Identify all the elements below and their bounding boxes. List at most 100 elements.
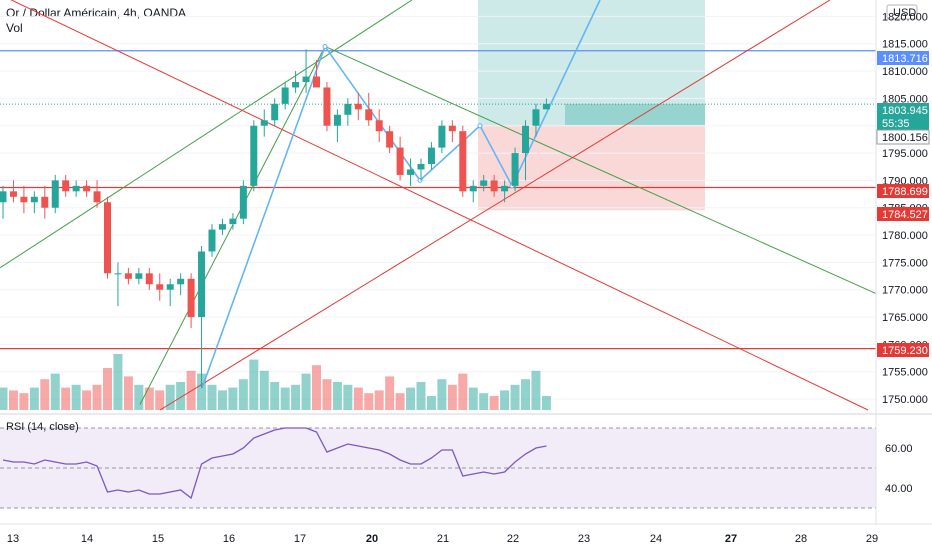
volume-bar	[353, 387, 363, 410]
y-tick-label: 1765.000	[882, 312, 928, 324]
x-tick-label: 13	[7, 533, 19, 545]
x-tick-label: 22	[507, 533, 519, 545]
price-tag-label: 1784.527	[882, 209, 928, 221]
price-tag-level_red	[877, 184, 929, 198]
candle-body	[156, 284, 164, 290]
volume-bar	[531, 370, 541, 410]
candle-body	[177, 278, 185, 285]
rsi-tick-label: 40.00	[885, 483, 913, 495]
candle-body	[0, 191, 7, 203]
candle-body	[250, 125, 258, 186]
candle-body	[83, 185, 91, 192]
x-tick-label: 29	[866, 533, 878, 545]
y-tick-label: 1810.000	[882, 66, 928, 78]
volume-bar	[113, 354, 123, 410]
volume-bar	[406, 387, 416, 410]
volume-bar	[165, 384, 175, 410]
candle-body	[323, 87, 331, 126]
candle-body	[427, 147, 435, 164]
volume-bar	[280, 387, 290, 410]
candle-body	[9, 191, 17, 197]
rsi-line	[2, 427, 547, 500]
zigzag-pattern	[201, 0, 601, 389]
candle-body	[166, 284, 174, 290]
y-tick-label: 1750.000	[882, 394, 928, 406]
x-tick-label: 14	[81, 533, 93, 545]
candle-body	[522, 125, 529, 154]
candle-body	[208, 229, 216, 252]
volume-bar	[479, 393, 489, 410]
volume-bar	[228, 387, 238, 410]
x-tick-label: 23	[578, 533, 590, 545]
volume-bar	[426, 396, 436, 410]
x-tick-label: 15	[152, 533, 164, 545]
candle-body	[93, 191, 101, 203]
volume-bar	[40, 379, 50, 410]
candle-body	[281, 87, 289, 104]
candle-body	[51, 180, 59, 208]
candle-body	[396, 147, 404, 175]
candle-body	[501, 185, 509, 192]
x-tick-label: 21	[437, 533, 449, 545]
volume-bar	[332, 382, 342, 410]
volume-bar	[416, 382, 426, 410]
volume-bar	[395, 393, 405, 410]
volume-bar	[259, 370, 269, 410]
channel-line	[159, 0, 831, 411]
candle-body	[218, 224, 226, 230]
volume-bar	[197, 373, 207, 410]
candle-body	[532, 109, 540, 126]
volume-bar	[447, 384, 457, 410]
volume-bar	[123, 376, 133, 410]
open-pnl-zone	[565, 103, 705, 125]
volume-bar	[270, 382, 280, 410]
candle-body	[41, 196, 49, 208]
candle-body	[407, 169, 415, 175]
price-tag-stop	[877, 207, 929, 221]
candle-body	[187, 278, 195, 318]
currency-label: USD	[893, 7, 916, 19]
candle-body	[333, 114, 341, 126]
candle-body	[229, 218, 237, 225]
x-tick-label: 28	[795, 533, 807, 545]
price-tag-label: 1759.230	[882, 345, 928, 357]
volume-bar	[92, 384, 102, 410]
y-tick-label: 1795.000	[882, 148, 928, 160]
volume-bar	[364, 393, 374, 410]
volume-bar	[458, 373, 468, 410]
volume-bar	[374, 390, 384, 410]
y-tick-label: 1770.000	[882, 285, 928, 297]
volume-bar	[468, 387, 478, 410]
volume-bar	[0, 387, 8, 410]
candle-body	[480, 180, 488, 186]
price-tag-timer	[877, 116, 929, 130]
volume-bar	[19, 393, 29, 410]
price-tag-label: 1813.716	[882, 53, 928, 65]
candle-body	[135, 273, 143, 279]
candle-body	[354, 103, 362, 110]
volume-bar	[521, 379, 530, 410]
y-tick-label: 1805.000	[882, 93, 928, 105]
y-tick-label: 1755.000	[882, 367, 928, 379]
candle-body	[20, 196, 28, 203]
volume-bar	[82, 390, 92, 410]
volume-bar	[207, 384, 217, 410]
volume-label[interactable]: Vol	[6, 21, 23, 35]
volume-bar	[322, 379, 332, 410]
volume-bar	[134, 384, 144, 410]
y-tick-label: 1815.000	[882, 39, 928, 51]
candle-body	[490, 180, 498, 192]
candle-body	[30, 196, 38, 203]
candle-body	[511, 153, 519, 186]
rsi-tick-label: 60.00	[885, 443, 913, 455]
zigzag-point	[477, 123, 483, 129]
rsi-title: RSI (14, close)	[6, 421, 79, 433]
zigzag-point	[322, 43, 328, 49]
candle-body	[62, 180, 70, 192]
candle-body	[124, 273, 132, 279]
volume-bar	[291, 384, 301, 410]
price-tag-label: 1803.945	[882, 105, 928, 117]
candle-body	[114, 273, 122, 275]
volume-bar	[103, 368, 112, 410]
